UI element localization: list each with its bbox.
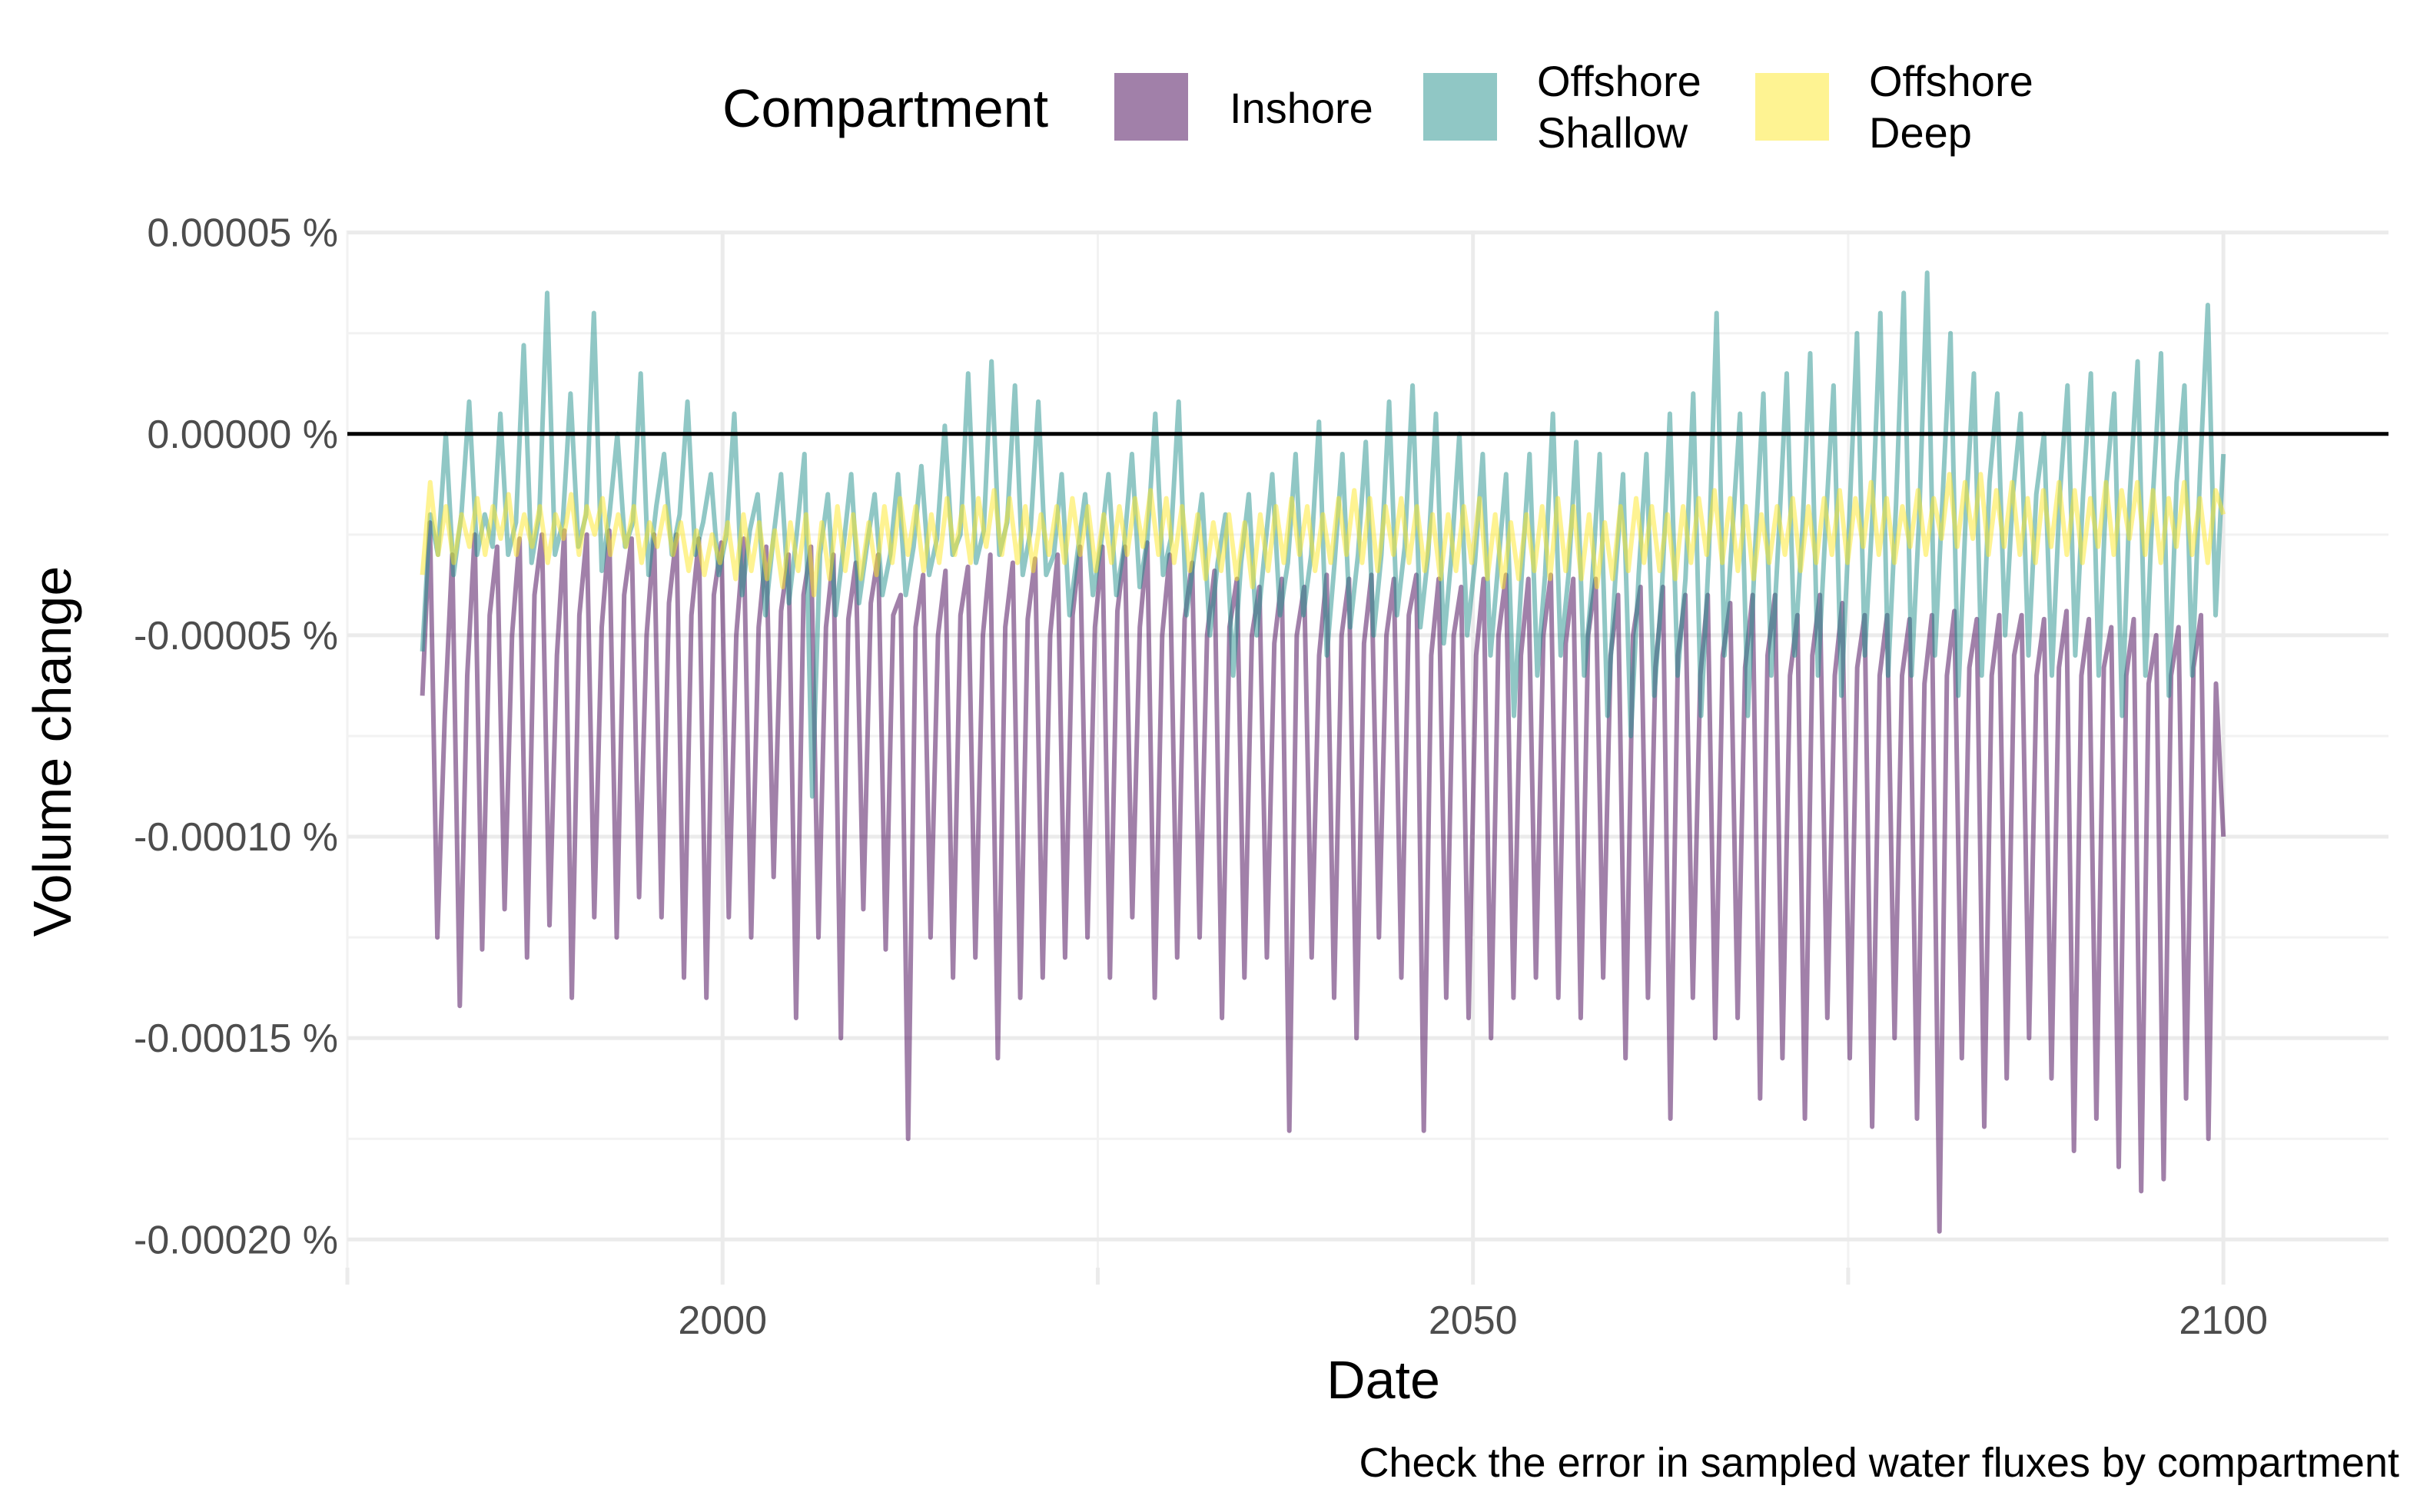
legend-title: Compartment <box>722 78 1048 138</box>
legend-label-offshore-deep-line1: Offshore <box>1869 57 2033 105</box>
y-tick-label: 0.00005 % <box>147 211 338 256</box>
minor-x-gridlines <box>346 230 1850 1268</box>
legend-label-offshore-shallow-line2: Shallow <box>1537 108 1688 157</box>
legend-item-inshore: Inshore <box>1114 73 1373 141</box>
series-line-offshore-deep <box>420 472 2226 598</box>
legend-label-offshore-deep-line2: Deep <box>1869 108 1972 157</box>
legend: Compartment Inshore Offshore Shallow Off… <box>722 57 2033 157</box>
x-tick-label: 2050 <box>1429 1298 1518 1343</box>
legend-label-offshore-shallow-line1: Offshore <box>1537 57 1701 105</box>
caption: Check the error in sampled water fluxes … <box>1359 1440 2399 1486</box>
x-axis-ticks <box>345 1268 2226 1285</box>
y-axis-tick-labels: 0.00005 % 0.00000 % -0.00005 % -0.00010 % -0… <box>134 211 338 1263</box>
legend-label-inshore: Inshore <box>1230 84 1373 132</box>
legend-item-offshore-deep: Offshore Deep <box>1755 57 2033 157</box>
series-line-offshore-shallow <box>420 270 2226 799</box>
y-axis-title: Volume change <box>22 566 82 937</box>
y-tick-label: -0.00020 % <box>134 1218 338 1262</box>
y-tick-label: -0.00005 % <box>134 614 338 658</box>
series-group <box>420 270 2226 1234</box>
series-line-inshore <box>420 520 2226 1234</box>
y-tick-label: -0.00015 % <box>134 1016 338 1061</box>
legend-swatch-offshore-deep <box>1755 73 1829 141</box>
x-tick-label: 2000 <box>678 1298 767 1343</box>
legend-item-offshore-shallow: Offshore Shallow <box>1423 57 1701 157</box>
x-tick-label: 2100 <box>2179 1298 2268 1343</box>
x-axis-title: Date <box>1326 1350 1440 1410</box>
legend-swatch-inshore <box>1114 73 1188 141</box>
legend-swatch-offshore-shallow <box>1423 73 1497 141</box>
y-tick-label: -0.00010 % <box>134 815 338 860</box>
x-axis-tick-labels: 2000 2050 2100 <box>678 1298 2268 1343</box>
y-tick-label: 0.00000 % <box>147 413 338 457</box>
